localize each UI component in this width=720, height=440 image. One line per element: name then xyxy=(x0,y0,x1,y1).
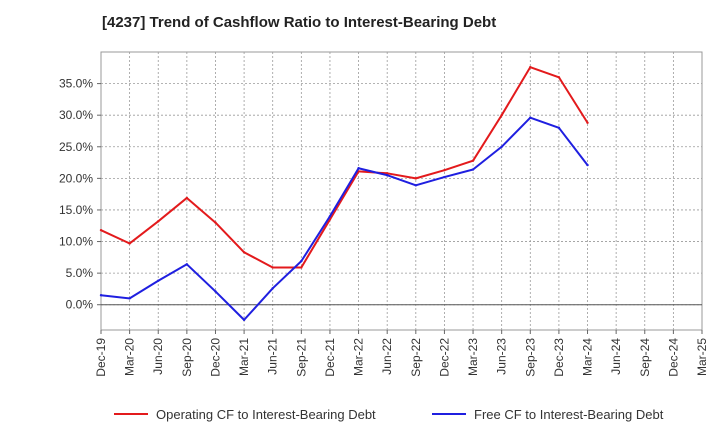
data-point xyxy=(99,228,103,232)
data-point xyxy=(242,318,246,322)
x-tick-label: Dec-21 xyxy=(323,338,337,377)
data-point xyxy=(157,279,160,282)
x-tick-label: Jun-23 xyxy=(495,338,509,375)
data-point xyxy=(185,196,189,200)
data-point xyxy=(586,121,589,124)
data-point xyxy=(242,251,246,254)
x-tick-label: Dec-22 xyxy=(437,338,451,377)
x-tick-label: Sep-24 xyxy=(638,338,652,377)
plot-area xyxy=(100,51,703,331)
y-tick-label: 0.0% xyxy=(66,298,94,312)
legend-label-1: Operating CF to Interest-Bearing Debt xyxy=(156,407,376,422)
data-point xyxy=(214,290,217,293)
x-tick-label: Jun-21 xyxy=(266,338,280,375)
series-line-1 xyxy=(100,66,589,269)
data-point xyxy=(529,116,532,119)
x-tick-label: Sep-21 xyxy=(294,338,308,377)
x-tick-label: Sep-20 xyxy=(180,338,194,377)
chart-title: [4237] Trend of Cashflow Ratio to Intere… xyxy=(102,14,497,31)
x-tick-label: Sep-22 xyxy=(409,338,423,377)
x-tick-label: Dec-19 xyxy=(94,338,108,377)
y-tick-label: 30.0% xyxy=(59,108,93,122)
data-point xyxy=(185,263,189,266)
data-point xyxy=(214,221,217,224)
data-point xyxy=(414,184,418,187)
x-tick-label: Mar-20 xyxy=(123,338,137,376)
x-tick-label: Jun-24 xyxy=(609,338,623,375)
y-tick-label: 25.0% xyxy=(59,140,93,154)
data-point xyxy=(471,168,475,171)
data-point xyxy=(385,172,389,175)
data-point xyxy=(414,177,418,180)
x-tick-label: Sep-23 xyxy=(523,338,537,377)
y-tick-label: 20.0% xyxy=(59,171,93,185)
x-tick-label: Jun-22 xyxy=(380,338,394,375)
data-point xyxy=(500,145,503,148)
data-point xyxy=(128,242,131,245)
data-point xyxy=(529,65,532,69)
data-point xyxy=(586,163,589,167)
x-tick-label: Dec-20 xyxy=(208,338,222,377)
legend-label-2: Free CF to Interest-Bearing Debt xyxy=(474,407,664,422)
y-tick-label: 15.0% xyxy=(59,203,93,217)
data-point xyxy=(357,167,360,170)
data-point xyxy=(128,297,131,300)
data-point xyxy=(443,175,446,179)
x-tick-label: Mar-21 xyxy=(237,338,251,376)
data-point xyxy=(300,266,303,269)
data-point xyxy=(271,287,274,290)
data-point xyxy=(271,266,274,269)
x-tick-label: Mar-24 xyxy=(581,338,595,376)
x-tick-label: Dec-24 xyxy=(666,338,680,377)
x-tick-label: Mar-25 xyxy=(695,338,709,376)
y-tick-label: 10.0% xyxy=(59,235,93,249)
series-line-2 xyxy=(100,116,589,321)
data-point xyxy=(328,215,332,218)
data-point xyxy=(557,76,561,79)
y-tick-label: 35.0% xyxy=(59,77,93,91)
x-tick-label: Jun-20 xyxy=(151,338,165,375)
data-point xyxy=(99,294,103,297)
x-tick-label: Mar-23 xyxy=(466,338,480,376)
data-point xyxy=(557,126,561,130)
data-point xyxy=(157,220,160,223)
y-tick-label: 5.0% xyxy=(66,266,94,280)
data-point xyxy=(500,113,503,117)
data-point xyxy=(385,174,389,177)
x-tick-label: Dec-23 xyxy=(552,338,566,377)
x-tick-label: Mar-22 xyxy=(352,338,366,376)
data-point xyxy=(443,168,446,172)
data-point xyxy=(300,259,303,263)
data-point xyxy=(471,159,475,162)
